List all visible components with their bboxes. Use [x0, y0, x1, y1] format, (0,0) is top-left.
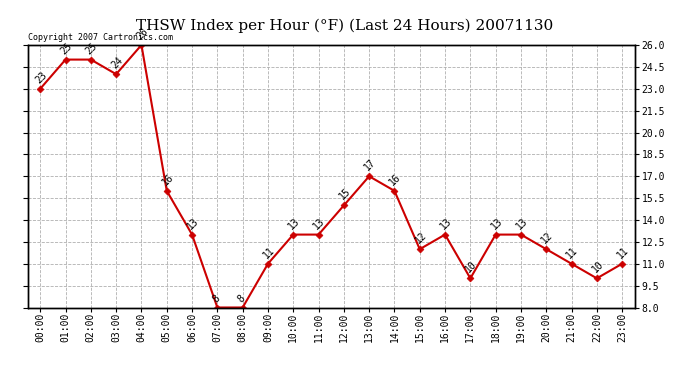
Text: 12: 12 [540, 230, 555, 246]
Text: 26: 26 [135, 26, 150, 42]
Text: 17: 17 [362, 158, 377, 173]
Text: 12: 12 [413, 230, 428, 246]
Text: 13: 13 [185, 216, 201, 231]
Text: 25: 25 [59, 40, 74, 56]
Text: 25: 25 [84, 40, 99, 56]
Text: THSW Index per Hour (°F) (Last 24 Hours) 20071130: THSW Index per Hour (°F) (Last 24 Hours)… [137, 19, 553, 33]
Text: 10: 10 [464, 260, 479, 275]
Text: 11: 11 [615, 245, 631, 260]
Text: 11: 11 [261, 245, 277, 260]
Text: 13: 13 [489, 216, 504, 231]
Text: 8: 8 [210, 293, 221, 304]
Text: 8: 8 [236, 293, 247, 304]
Text: Copyright 2007 Cartronics.com: Copyright 2007 Cartronics.com [28, 33, 172, 42]
Text: 15: 15 [337, 186, 353, 202]
Text: 11: 11 [564, 245, 580, 260]
Text: 13: 13 [514, 216, 529, 231]
Text: 16: 16 [388, 172, 403, 187]
Text: 24: 24 [109, 55, 125, 70]
Text: 10: 10 [590, 260, 605, 275]
Text: 23: 23 [33, 70, 49, 85]
Text: 16: 16 [160, 172, 175, 187]
Text: 13: 13 [312, 216, 327, 231]
Text: 13: 13 [438, 216, 453, 231]
Text: 13: 13 [286, 216, 302, 231]
